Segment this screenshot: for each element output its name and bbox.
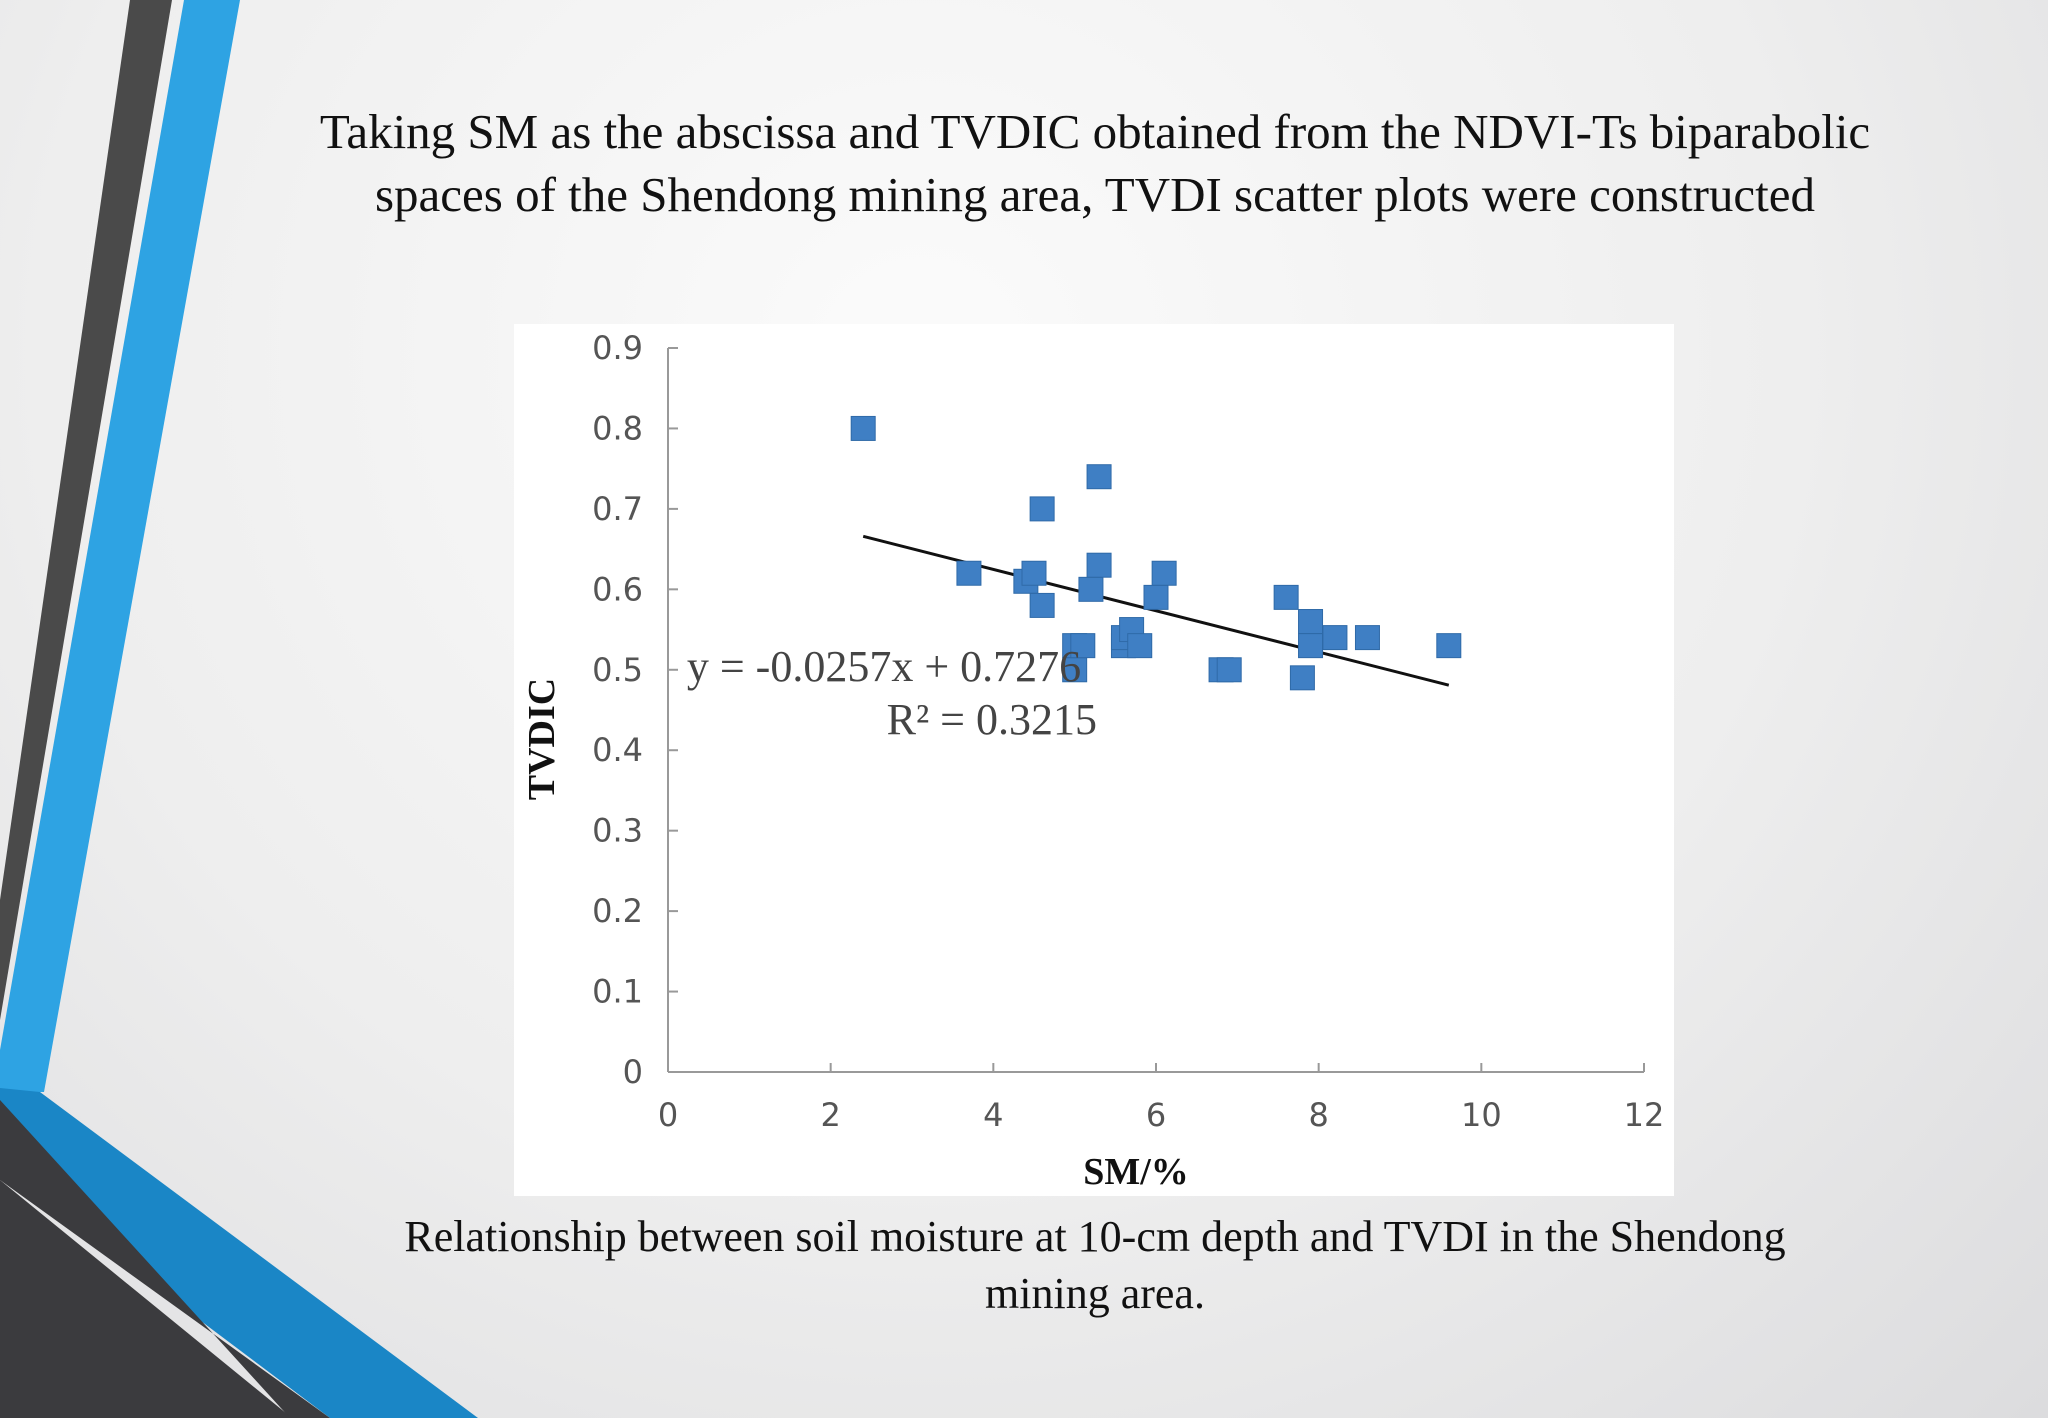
x-axis-title: SM/% [1083, 1151, 1189, 1193]
y-tick-label: 0.4 [592, 731, 643, 769]
chart-svg: 0 2 4 6 8 10 12 0 0.1 0.2 0.3 0.4 0.5 0.6 0.7 0.8 0.9 y … [521, 329, 1664, 1193]
data-point [956, 560, 982, 586]
y-tick-label: 0 [623, 1053, 643, 1091]
x-tick-label: 4 [983, 1096, 1003, 1134]
blue-stripe-top [0, 0, 240, 1092]
x-tick-label: 10 [1461, 1096, 1502, 1134]
data-points [850, 415, 1462, 691]
dark-stripe-top [0, 0, 172, 1020]
data-point [1216, 657, 1242, 683]
data-point [1062, 657, 1088, 683]
data-point [850, 415, 876, 441]
data-point [1078, 576, 1104, 602]
data-point [1436, 633, 1462, 659]
y-tick-label: 0.5 [592, 651, 643, 689]
data-point [1127, 633, 1153, 659]
chart-ticks: 0 2 4 6 8 10 12 0 0.1 0.2 0.3 0.4 0.5 0.6 0.7 0.8 0.9 [592, 329, 1664, 1134]
data-point [1021, 560, 1047, 586]
data-point [1289, 665, 1315, 691]
y-tick-label: 0.1 [592, 973, 643, 1011]
x-tick-label: 8 [1308, 1096, 1328, 1134]
chart-axes [667, 348, 1644, 1073]
x-tick-label: 2 [820, 1096, 840, 1134]
trendline-r-squared: R² = 0.3215 [887, 695, 1097, 744]
y-tick-label: 0.9 [592, 329, 643, 367]
data-point [1354, 625, 1380, 651]
data-point [1298, 633, 1324, 659]
data-point [1322, 625, 1348, 651]
data-point [1151, 560, 1177, 586]
data-point [1143, 584, 1169, 610]
blue-stripe-bottom [0, 1088, 478, 1418]
x-tick-label: 0 [658, 1096, 678, 1134]
data-point [1086, 464, 1112, 490]
y-axis-title: TVDIC [521, 678, 563, 800]
y-tick-label: 0.8 [592, 409, 643, 447]
x-tick-label: 6 [1146, 1096, 1166, 1134]
y-tick-label: 0.7 [592, 490, 643, 528]
y-tick-label: 0.2 [592, 892, 643, 930]
x-tick-label: 12 [1624, 1096, 1665, 1134]
dark-stripe-corner [0, 1180, 292, 1418]
slide-title: Taking SM as the abscissa and TVDIC obta… [319, 104, 1871, 222]
trendline-equation: y = -0.0257x + 0.7276 [687, 642, 1081, 691]
data-point [1029, 496, 1055, 522]
data-point [1029, 592, 1055, 618]
y-tick-label: 0.6 [592, 570, 643, 608]
data-point [1273, 584, 1299, 610]
data-point [1086, 552, 1112, 578]
chart-caption: Relationship between soil moisture at 10… [404, 1212, 1786, 1318]
data-point [1070, 633, 1096, 659]
y-tick-label: 0.3 [592, 812, 643, 850]
scatter-chart: 0 2 4 6 8 10 12 0 0.1 0.2 0.3 0.4 0.5 0.6 0.7 0.8 0.9 y … [514, 324, 1674, 1196]
data-point [1298, 609, 1324, 635]
